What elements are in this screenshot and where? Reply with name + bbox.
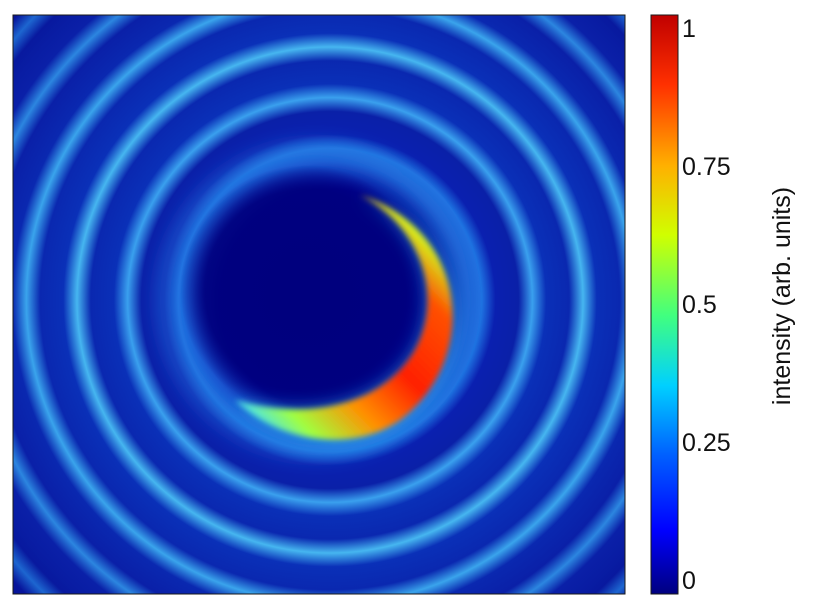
colorbar-gradient xyxy=(651,15,678,594)
colorbar: 0 0.25 0.5 0.75 1 intensity (arb. units) xyxy=(650,14,796,595)
colorbar-tick-label: 0.75 xyxy=(682,153,731,181)
colorbar-label: intensity (arb. units) xyxy=(768,187,796,405)
colorbar-ticks: 0 0.25 0.5 0.75 1 xyxy=(682,15,731,595)
inner-halo-ring xyxy=(158,143,472,457)
crescent-hotspot xyxy=(235,195,453,440)
colorbar-tick-label: 0.25 xyxy=(682,429,731,457)
heatmap-frame xyxy=(12,14,626,595)
colorbar-tick-label: 0.5 xyxy=(682,291,717,319)
colorbar-tick-label: 1 xyxy=(682,15,696,43)
colorbar-frame xyxy=(650,14,679,595)
central-dark-disk xyxy=(177,164,433,420)
colorbar-tick-label: 0 xyxy=(682,567,696,595)
intensity-heatmap xyxy=(13,15,625,594)
